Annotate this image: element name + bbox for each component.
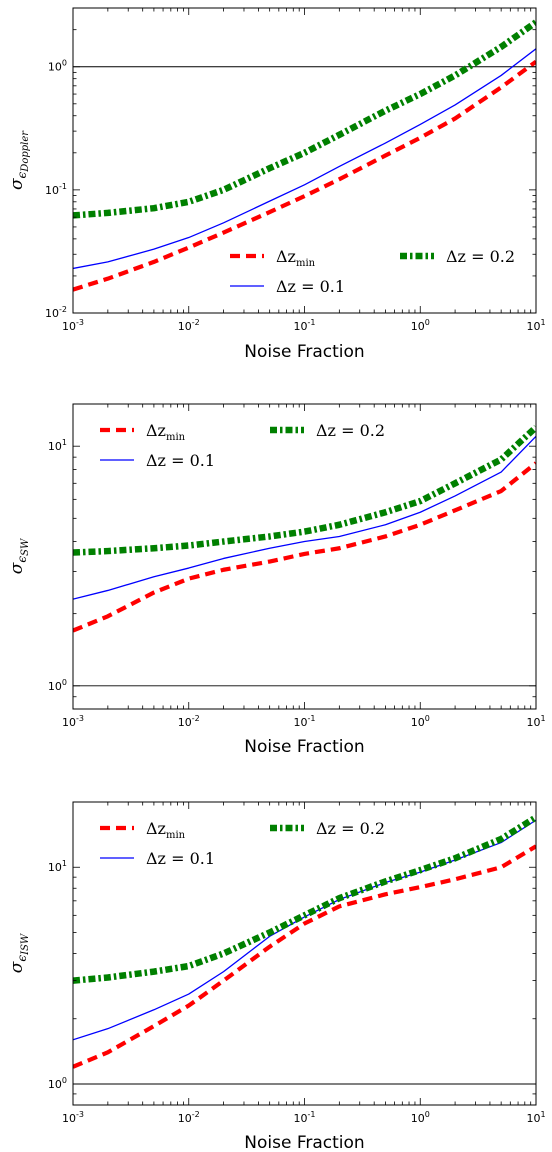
x-tick-label: 101 bbox=[526, 318, 545, 333]
y-axis-label: σϵSW bbox=[7, 538, 31, 574]
x-tick-label: 101 bbox=[526, 714, 545, 729]
x-tick-label: 10-2 bbox=[178, 318, 200, 333]
series-line-dashed bbox=[73, 461, 536, 633]
x-tick-label: 10-2 bbox=[178, 1110, 200, 1125]
axes-frame bbox=[72, 403, 537, 710]
series-line-solid bbox=[73, 435, 536, 600]
x-tick-label: 10-3 bbox=[62, 318, 84, 333]
legend: Δzmin Δz = 0.1 Δz = 0.2 bbox=[100, 819, 385, 868]
y-axis-label: σϵISW bbox=[7, 933, 31, 973]
x-tick-label: 10-2 bbox=[178, 714, 200, 729]
series-group bbox=[73, 19, 536, 292]
legend-entry: Δzmin bbox=[276, 247, 316, 269]
x-tick-label: 100 bbox=[411, 1110, 430, 1125]
legend-entry: Δzmin bbox=[146, 421, 186, 443]
x-tick-label: 100 bbox=[411, 318, 430, 333]
legend-entry: Δz = 0.1 bbox=[276, 277, 345, 296]
series-line-solid bbox=[73, 819, 536, 1041]
y-tick-label: 100 bbox=[48, 1076, 67, 1091]
legend: Δzmin Δz = 0.1 Δz = 0.2 bbox=[230, 247, 515, 296]
x-tick-label: 10-1 bbox=[294, 714, 316, 729]
legend: Δzmin Δz = 0.1 Δz = 0.2 bbox=[100, 421, 385, 470]
y-tick-label: 10-1 bbox=[45, 182, 67, 197]
y-tick-label: 100 bbox=[48, 59, 67, 74]
legend-entry: Δz = 0.2 bbox=[446, 247, 515, 266]
x-axis-label: Noise Fraction bbox=[244, 1133, 364, 1152]
legend-entry: Δzmin bbox=[146, 819, 186, 841]
legend-entry: Δz = 0.1 bbox=[146, 849, 215, 868]
chart-panel-3: 10-3 10-2 10-1 100 101 100 101 Noise Fraction σϵ… bbox=[7, 801, 546, 1152]
x-tick-label: 10-1 bbox=[294, 1110, 316, 1125]
series-line-dashdot bbox=[73, 814, 536, 984]
series-line-dashdot bbox=[73, 424, 536, 556]
y-tick-label: 101 bbox=[48, 859, 67, 874]
x-tick-label: 10-1 bbox=[294, 318, 316, 333]
series-group bbox=[73, 814, 536, 1069]
series-line-solid bbox=[73, 48, 536, 270]
y-tick-label: 100 bbox=[48, 678, 67, 693]
legend-entry: Δz = 0.2 bbox=[316, 819, 385, 838]
y-tick-label: 101 bbox=[48, 438, 67, 453]
chart-panel-2: 10-3 10-2 10-1 100 101 100 101 Noise Fraction σϵ… bbox=[7, 403, 546, 757]
x-axis-label: Noise Fraction bbox=[244, 342, 364, 362]
x-tick-label: 10-3 bbox=[62, 1110, 84, 1125]
axes-frame bbox=[72, 801, 537, 1106]
series-line-dashdot bbox=[73, 19, 536, 219]
x-tick-label: 10-3 bbox=[62, 714, 84, 729]
series-group bbox=[73, 424, 536, 633]
y-tick-label: 10-2 bbox=[45, 305, 67, 320]
x-tick-label: 100 bbox=[411, 714, 430, 729]
x-axis-label: Noise Fraction bbox=[244, 737, 364, 757]
y-axis-label: σϵDoppler bbox=[7, 130, 31, 190]
series-line-dashed bbox=[73, 844, 536, 1069]
x-tick-label: 101 bbox=[526, 1110, 545, 1125]
legend-entry: Δz = 0.1 bbox=[146, 451, 215, 470]
legend-entry: Δz = 0.2 bbox=[316, 421, 385, 440]
series-line-dashed bbox=[73, 59, 536, 292]
